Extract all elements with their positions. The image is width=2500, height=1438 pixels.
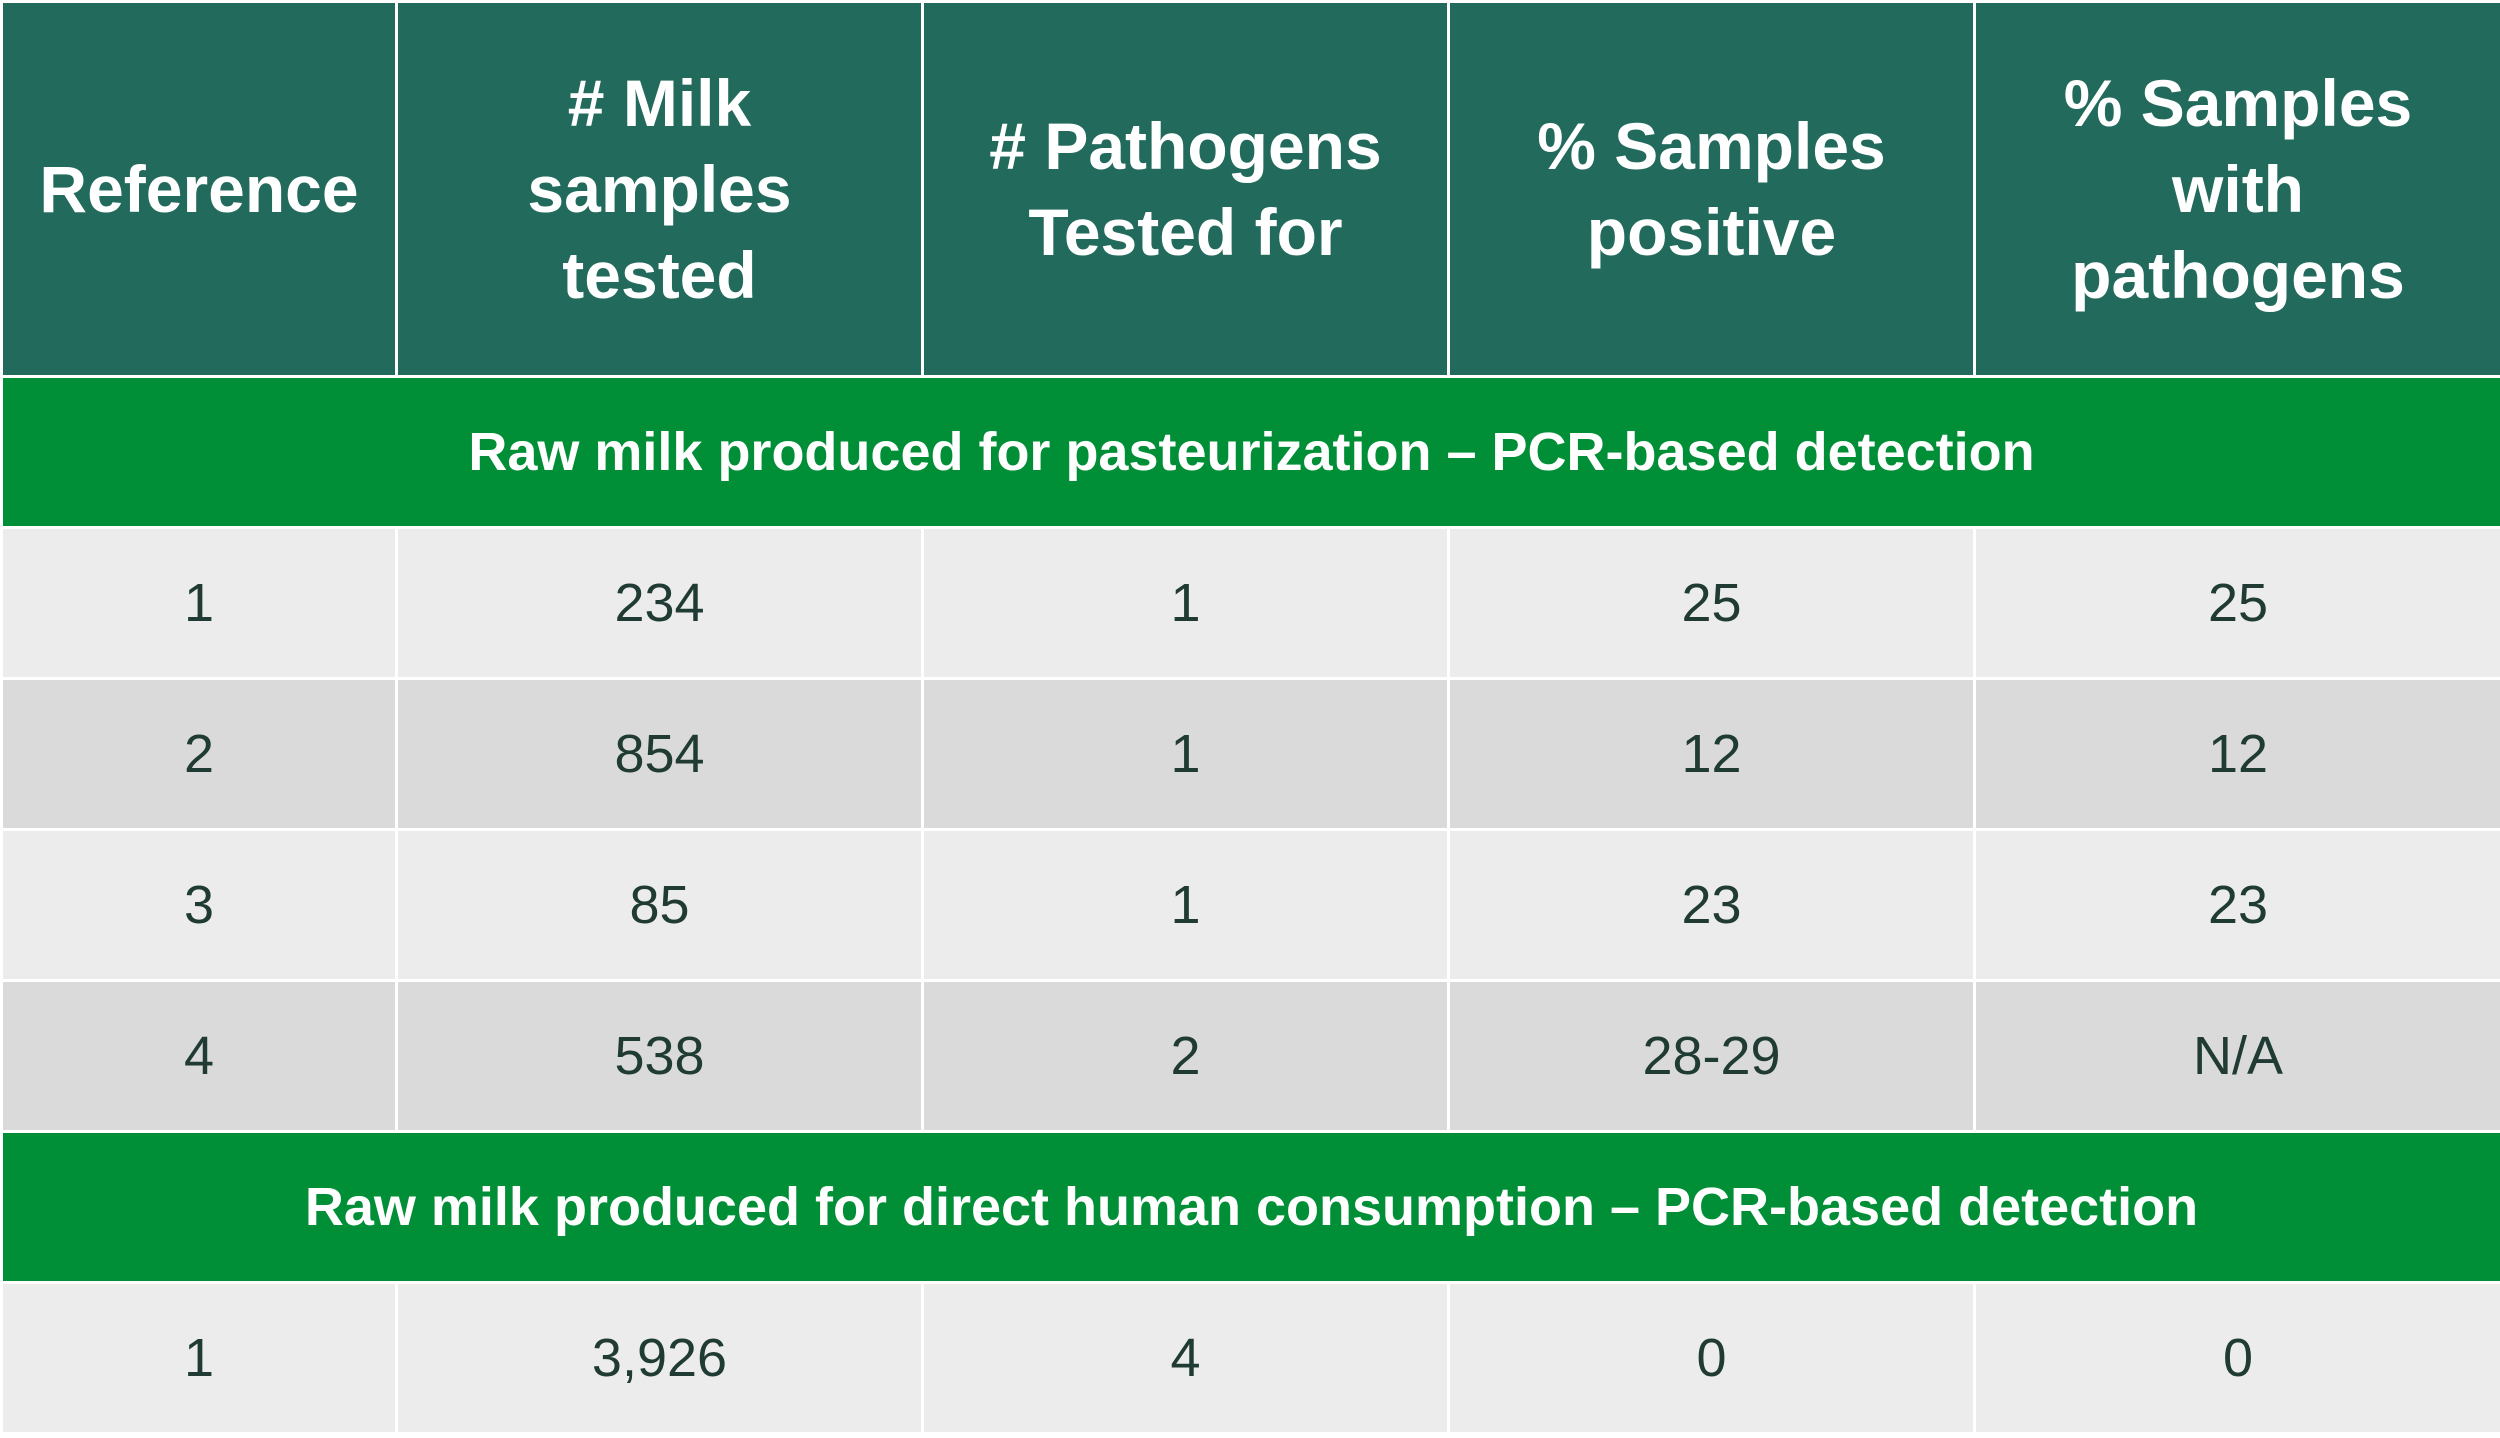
table-row: 4 538 2 28-29 N/A — [0, 979, 2500, 1133]
header-milk-samples: # Milk samples tested — [395, 0, 924, 378]
cell-samples-positive: 23 — [1447, 828, 1976, 982]
cell-milk-samples: 3,926 — [395, 1281, 924, 1435]
cell-pathogens-tested: 1 — [921, 677, 1450, 831]
cell-reference: 4 — [0, 979, 398, 1133]
cell-samples-with-pathogens: 0 — [1973, 1281, 2500, 1435]
cell-samples-positive: 25 — [1447, 526, 1976, 680]
header-row: Reference # Milk samples tested # Pathog… — [0, 0, 2500, 378]
section-header: Raw milk produced for pasteurization – P… — [0, 375, 2500, 529]
cell-reference: 3 — [0, 828, 398, 982]
section-header: Raw milk produced for direct human consu… — [0, 1130, 2500, 1284]
table-row: 2 854 1 12 12 — [0, 677, 2500, 831]
cell-pathogens-tested: 2 — [921, 979, 1450, 1133]
cell-samples-positive: 0 — [1447, 1281, 1976, 1435]
cell-reference: 2 — [0, 677, 398, 831]
cell-samples-positive: 12 — [1447, 677, 1976, 831]
cell-samples-with-pathogens: 25 — [1973, 526, 2500, 680]
cell-milk-samples: 85 — [395, 828, 924, 982]
header-samples-positive: % Samples positive — [1447, 0, 1976, 378]
cell-samples-positive: 28-29 — [1447, 979, 1976, 1133]
cell-reference: 1 — [0, 526, 398, 680]
section-title: Raw milk produced for pasteurization – P… — [0, 375, 2500, 529]
cell-samples-with-pathogens: 12 — [1973, 677, 2500, 831]
cell-pathogens-tested: 1 — [921, 828, 1450, 982]
cell-pathogens-tested: 1 — [921, 526, 1450, 680]
section-title: Raw milk produced for direct human consu… — [0, 1130, 2500, 1284]
cell-milk-samples: 234 — [395, 526, 924, 680]
cell-samples-with-pathogens: N/A — [1973, 979, 2500, 1133]
cell-milk-samples: 538 — [395, 979, 924, 1133]
header-reference: Reference — [0, 0, 398, 378]
table-row: 1 3,926 4 0 0 — [0, 1281, 2500, 1435]
cell-reference: 1 — [0, 1281, 398, 1435]
header-samples-with-pathogens: % Samples with pathogens — [1973, 0, 2500, 378]
cell-milk-samples: 854 — [395, 677, 924, 831]
table-row: 3 85 1 23 23 — [0, 828, 2500, 982]
cell-pathogens-tested: 4 — [921, 1281, 1450, 1435]
cell-samples-with-pathogens: 23 — [1973, 828, 2500, 982]
table-row: 1 234 1 25 25 — [0, 526, 2500, 680]
header-pathogens-tested: # Pathogens Tested for — [921, 0, 1450, 378]
